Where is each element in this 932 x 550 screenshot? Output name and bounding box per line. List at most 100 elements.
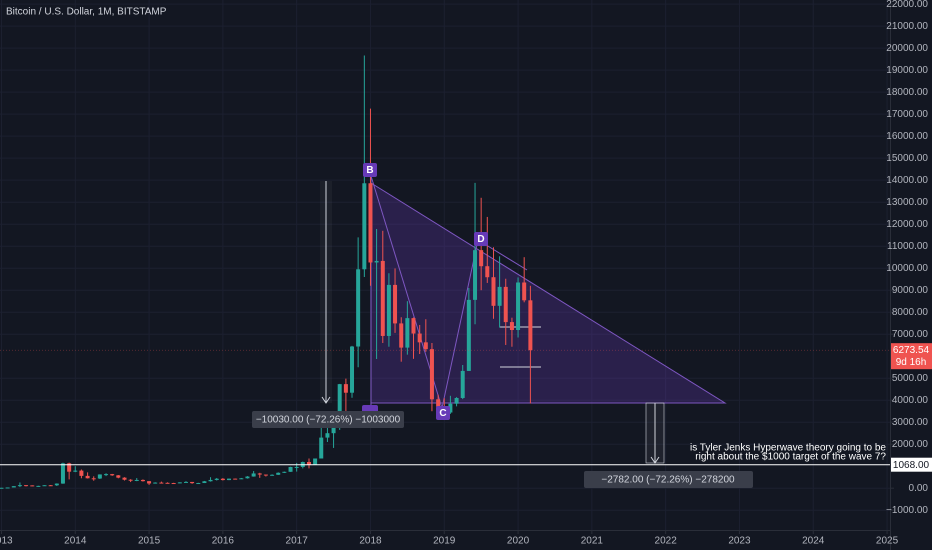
candle-body	[528, 300, 533, 351]
candle-body	[116, 475, 121, 478]
countdown-label: 9d 16h	[896, 357, 927, 368]
candle-body	[319, 437, 324, 459]
measure-label: −10030.00 (−72.26%) −1003000	[256, 415, 401, 426]
y-tick-label: 15000.00	[886, 153, 928, 164]
candle-body	[485, 266, 490, 278]
annotation-text: is Tyler Jenks Hyperwave theory going to…	[690, 443, 886, 454]
x-tick-label: 2019	[433, 536, 456, 547]
candle-body	[454, 397, 459, 404]
candle-body	[522, 282, 527, 301]
candle-body	[30, 485, 35, 487]
candle-body	[226, 478, 231, 481]
candle-body	[393, 284, 398, 324]
y-tick-label: 12000.00	[886, 219, 928, 230]
measure-label: −2782.00 (−72.26%) −278200	[601, 475, 735, 486]
candle-body	[417, 333, 422, 343]
candle-body	[405, 318, 410, 348]
candle-body	[497, 286, 502, 306]
last-price-box	[891, 343, 932, 370]
candle-body	[331, 425, 336, 434]
y-tick-label: 19000.00	[886, 65, 928, 76]
x-tick-label: 2015	[138, 536, 161, 547]
x-tick-label: 2016	[212, 536, 235, 547]
measure-arrow	[650, 456, 660, 464]
last-price-label: 6273.54	[893, 345, 930, 356]
x-tick-label: 2022	[655, 536, 678, 547]
candle-body	[36, 485, 41, 487]
candle-body	[48, 485, 53, 487]
candle-body	[516, 282, 521, 331]
y-tick-label: −1000.00	[886, 505, 928, 516]
candle-body	[276, 472, 281, 475]
candle-body	[294, 466, 299, 468]
candle-body	[479, 250, 484, 267]
y-tick-label: 10000.00	[886, 263, 928, 274]
candle-body	[67, 463, 72, 472]
annotation-text: right about the $1000 target of the wave…	[695, 452, 886, 463]
measure-label-box	[252, 411, 404, 428]
y-tick-label: 7000.00	[892, 329, 929, 340]
candle-body	[91, 478, 96, 480]
candle-body	[325, 433, 330, 438]
hline-label: 1068.00	[893, 460, 930, 471]
measure-label-box	[584, 471, 753, 488]
y-tick-label: 13000.00	[886, 197, 928, 208]
candle-body	[196, 483, 201, 485]
pattern-label-box	[436, 406, 450, 420]
y-tick-label: 18000.00	[886, 87, 928, 98]
candle-body	[386, 284, 391, 336]
y-tick-label: 22000.00	[886, 0, 928, 10]
candle-body	[85, 475, 90, 479]
pattern-label: C	[439, 408, 446, 419]
candle-body	[97, 474, 102, 479]
candle-body	[257, 473, 262, 475]
candle-body	[54, 483, 59, 486]
candle-body	[491, 277, 496, 306]
y-tick-label: 14000.00	[886, 175, 928, 186]
candle-body	[448, 403, 453, 413]
candle-body	[208, 479, 213, 482]
candle-body	[368, 183, 373, 263]
candle-body	[128, 479, 133, 481]
candle-body	[263, 474, 268, 476]
y-tick-label: 4000.00	[892, 395, 929, 406]
candle-body	[147, 481, 152, 484]
grid	[0, 0, 890, 530]
candle-body	[509, 322, 514, 331]
candle-body	[460, 370, 465, 398]
candle-body	[220, 478, 225, 481]
candle-body	[5, 487, 10, 489]
candle-body	[110, 474, 115, 476]
y-tick-label: 11000.00	[887, 241, 928, 252]
candle-body	[134, 479, 139, 481]
candle-body	[423, 342, 428, 350]
candle-body	[350, 346, 355, 393]
candle-body	[11, 486, 16, 488]
y-tick-label: 9000.00	[892, 285, 929, 296]
candle-body	[153, 482, 158, 484]
candle-body	[411, 318, 416, 334]
candle-body	[79, 470, 84, 476]
candle-body	[282, 471, 287, 473]
candle-body	[270, 474, 275, 476]
candle-body	[202, 481, 207, 484]
candle-body	[177, 482, 182, 484]
candle-body	[362, 183, 367, 270]
candle-body	[0, 487, 4, 489]
y-tick-label: 20000.00	[886, 43, 928, 54]
candle-body	[239, 478, 244, 480]
candle-body	[473, 250, 478, 300]
y-tick-label: 16000.00	[886, 131, 928, 142]
x-tick-label: 2025	[876, 536, 899, 547]
y-tick-label: 3000.00	[892, 417, 929, 428]
pattern-label: B	[366, 165, 373, 176]
candle-body	[503, 286, 508, 323]
candle-body	[214, 478, 219, 480]
candle-body	[343, 384, 348, 393]
x-tick-label: 2021	[581, 536, 604, 547]
chart-title: Bitcoin / U.S. Dollar, 1M, BITSTAMP	[6, 7, 167, 18]
candle-body	[429, 349, 434, 400]
